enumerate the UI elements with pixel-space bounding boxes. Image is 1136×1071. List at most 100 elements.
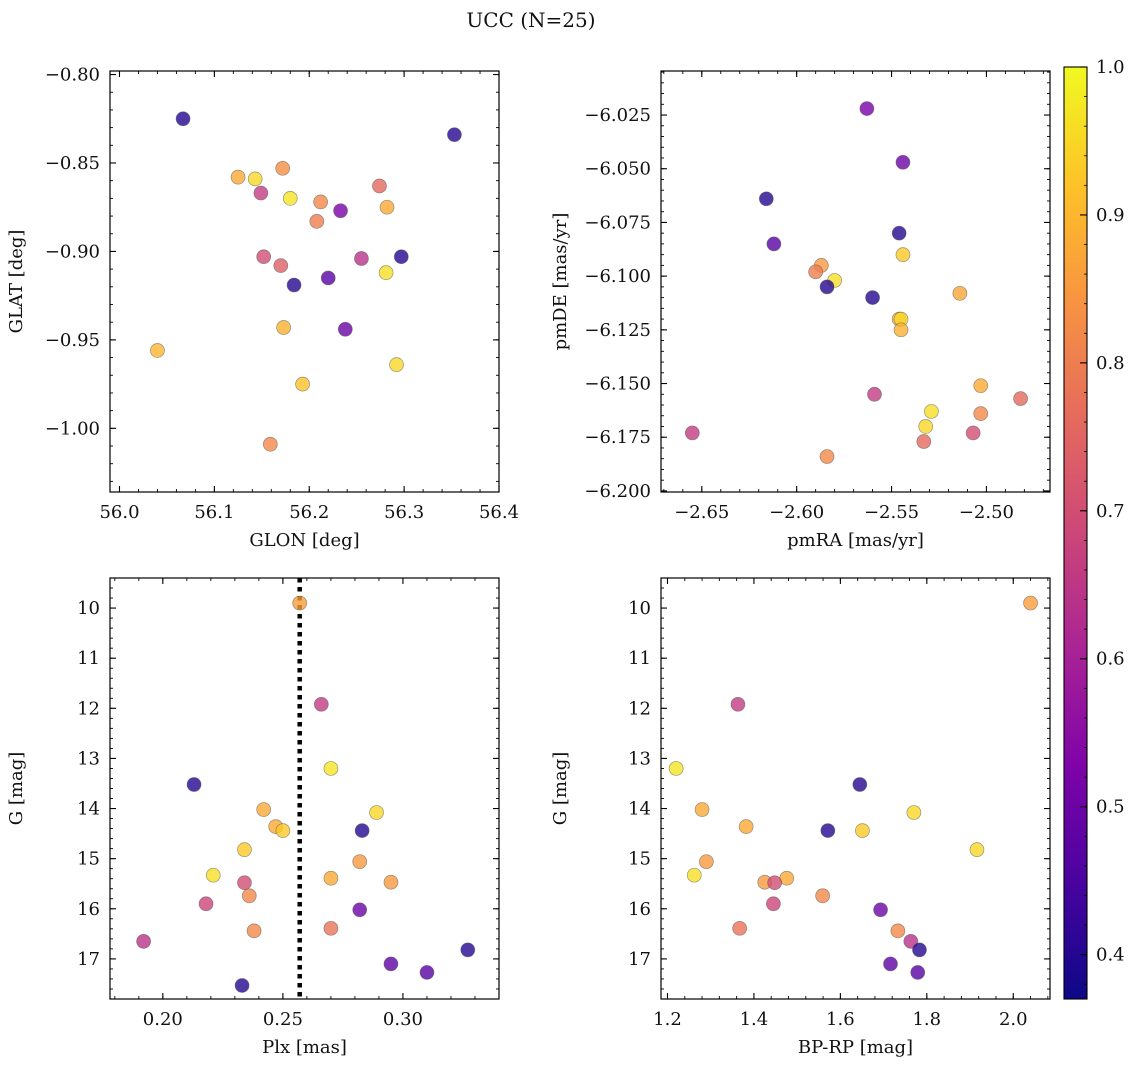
scatter-point	[333, 203, 348, 219]
scatter-point	[320, 270, 336, 286]
scatter-point	[815, 888, 831, 904]
y-tick-label: 17	[77, 949, 100, 970]
y-axis-label: G [mag]	[550, 752, 571, 825]
scatter-point	[337, 321, 353, 337]
scatter-point	[699, 854, 714, 870]
y-tick-label: −6.200	[584, 481, 651, 502]
scatter-point	[819, 279, 835, 295]
colorbar-tick-label: 0.5	[1096, 797, 1125, 818]
y-tick-label: 11	[628, 648, 651, 669]
scatter-point	[292, 595, 308, 611]
scatter-point	[730, 696, 746, 712]
scatter-point	[906, 805, 922, 820]
scatter-point	[241, 888, 257, 904]
scatter-point	[234, 978, 250, 993]
scatter-point	[237, 875, 252, 891]
scatter-point	[873, 902, 888, 918]
scatter-point	[237, 842, 252, 857]
scatter-point	[286, 277, 302, 293]
x-tick-label: 56.3	[384, 502, 424, 523]
scatter-point	[819, 449, 835, 464]
x-tick-label: −2.60	[769, 502, 824, 523]
panel-bprp-g: 1.2 1.4 1.6 1.8 2.0 10 11 12 13 14 15 16 17 BP-RP [ma…	[550, 577, 1051, 1058]
scatter-point	[313, 194, 328, 210]
scatter-point	[354, 251, 369, 266]
scatter-point	[352, 902, 368, 918]
x-tick-label: −2.65	[674, 502, 729, 523]
scatter-point	[732, 920, 748, 936]
scatter-point	[895, 247, 911, 263]
y-tick-label: −6.050	[584, 159, 651, 180]
scatter-point	[150, 343, 165, 358]
axes-frame	[109, 70, 500, 493]
scatter-point	[198, 896, 214, 912]
scatter-point	[766, 896, 781, 912]
scatter-point	[447, 127, 462, 143]
axes-frame	[660, 70, 1051, 493]
y-axis-label: G [mag]	[6, 752, 27, 825]
y-tick-label: −0.80	[45, 65, 100, 86]
scatter-point	[186, 777, 202, 792]
y-tick-label: 12	[77, 698, 100, 719]
scatter-point	[379, 199, 395, 215]
panel-glon-glat: 56.0 56.1 56.2 56.3 56.4 −0.80 −0.85 −0.90 −0.95…	[6, 65, 519, 551]
x-tick-label: 1.8	[912, 1009, 941, 1030]
y-tick-label: 14	[77, 799, 100, 820]
y-tick-label: 10	[628, 598, 651, 619]
scatter-point	[965, 425, 981, 441]
y-tick-label: 14	[628, 799, 651, 820]
scatter-point	[295, 376, 310, 392]
scatter-point	[175, 111, 191, 127]
scatter-point	[865, 290, 880, 305]
scatter-point	[924, 404, 939, 419]
y-tick-label: 15	[77, 849, 100, 870]
scatter-point	[419, 965, 435, 980]
scatter-point	[758, 191, 774, 207]
y-tick-label: −6.175	[584, 427, 651, 448]
y-tick-label: −1.00	[45, 418, 100, 439]
scatter-point	[684, 425, 700, 441]
scatter-point	[275, 823, 291, 838]
scatter-point	[895, 154, 911, 170]
scatter-point	[969, 842, 985, 857]
scatter-point	[372, 178, 387, 194]
scatter-point	[1013, 391, 1028, 406]
scatter-point	[893, 322, 909, 338]
colorbar-tick-label: 0.4	[1096, 945, 1125, 966]
scatter-point	[973, 378, 989, 394]
x-tick-label: 56.4	[479, 502, 519, 523]
panel-pmra-pmde: −2.65 −2.60 −2.55 −2.50 −6.025 −6.050 −6.075 −6…	[550, 70, 1051, 551]
scatter-point	[354, 823, 370, 838]
scatter-point	[273, 258, 289, 273]
scatter-point	[891, 225, 907, 241]
y-axis-label: GLAT [deg]	[6, 230, 27, 334]
x-tick-label: 56.0	[99, 502, 139, 523]
panel-plx-g: 0.20 0.25 0.30 10 11 12 13 14 15 16 17 Plx [mas] G […	[6, 577, 500, 1058]
scatter-point	[262, 436, 278, 452]
scatter-point	[686, 867, 702, 883]
scatter-point	[323, 761, 339, 776]
scatter-point	[313, 696, 329, 712]
colorbar-tick-label: 0.7	[1096, 501, 1125, 522]
x-tick-label: 1.2	[653, 1009, 682, 1030]
y-tick-label: −0.90	[45, 241, 100, 262]
scatter-point	[918, 419, 934, 434]
scatter-point	[738, 819, 754, 834]
scatter-point	[808, 264, 824, 280]
scatter-point	[309, 214, 325, 229]
scatter-point	[952, 285, 968, 301]
x-axis-label: pmRA [mas/yr]	[787, 530, 924, 551]
scatter-point	[1023, 595, 1038, 611]
x-tick-label: 2.0	[999, 1009, 1028, 1030]
scatter-point	[820, 823, 836, 838]
scatter-point	[852, 777, 868, 792]
scatter-point	[247, 171, 263, 187]
colorbar-tick-label: 1.0	[1096, 57, 1125, 78]
colorbar-gradient	[1063, 66, 1088, 1000]
x-tick-label: −2.55	[864, 502, 919, 523]
y-tick-label: 10	[77, 598, 100, 619]
x-tick-label: 1.6	[826, 1009, 855, 1030]
scatter-point	[916, 434, 932, 449]
scatter-point	[246, 923, 262, 939]
